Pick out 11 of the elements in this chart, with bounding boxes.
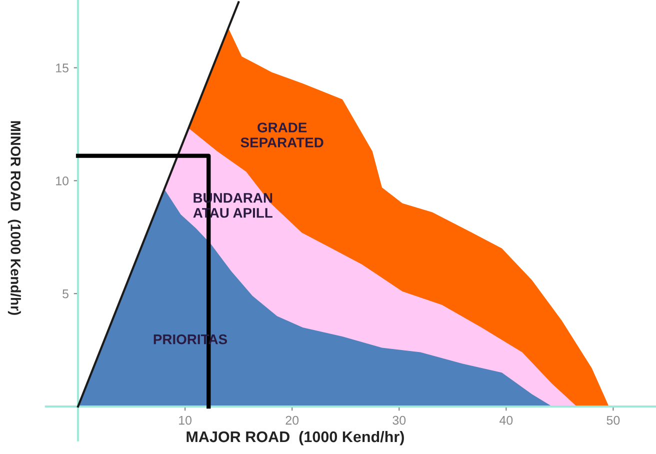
x-tick-label: 20 [286, 416, 299, 425]
y-axis-title: MINOR ROAD (1000 Kend/hr) [8, 121, 21, 315]
y-tick-label: 5 [62, 290, 68, 298]
x-tick-label: 10 [179, 416, 192, 425]
annotation: GRADE SEPARATED [240, 122, 324, 148]
y-tick-label: 10 [56, 176, 69, 186]
y-tick-label: 15 [56, 64, 68, 72]
x-tick-label: 40 [499, 416, 513, 425]
x-tick-label: 50 [606, 416, 620, 425]
x-tick-label: 30 [392, 416, 406, 425]
x-axis-title: MAJOR ROAD (1000 Kend/hr) [186, 430, 404, 446]
